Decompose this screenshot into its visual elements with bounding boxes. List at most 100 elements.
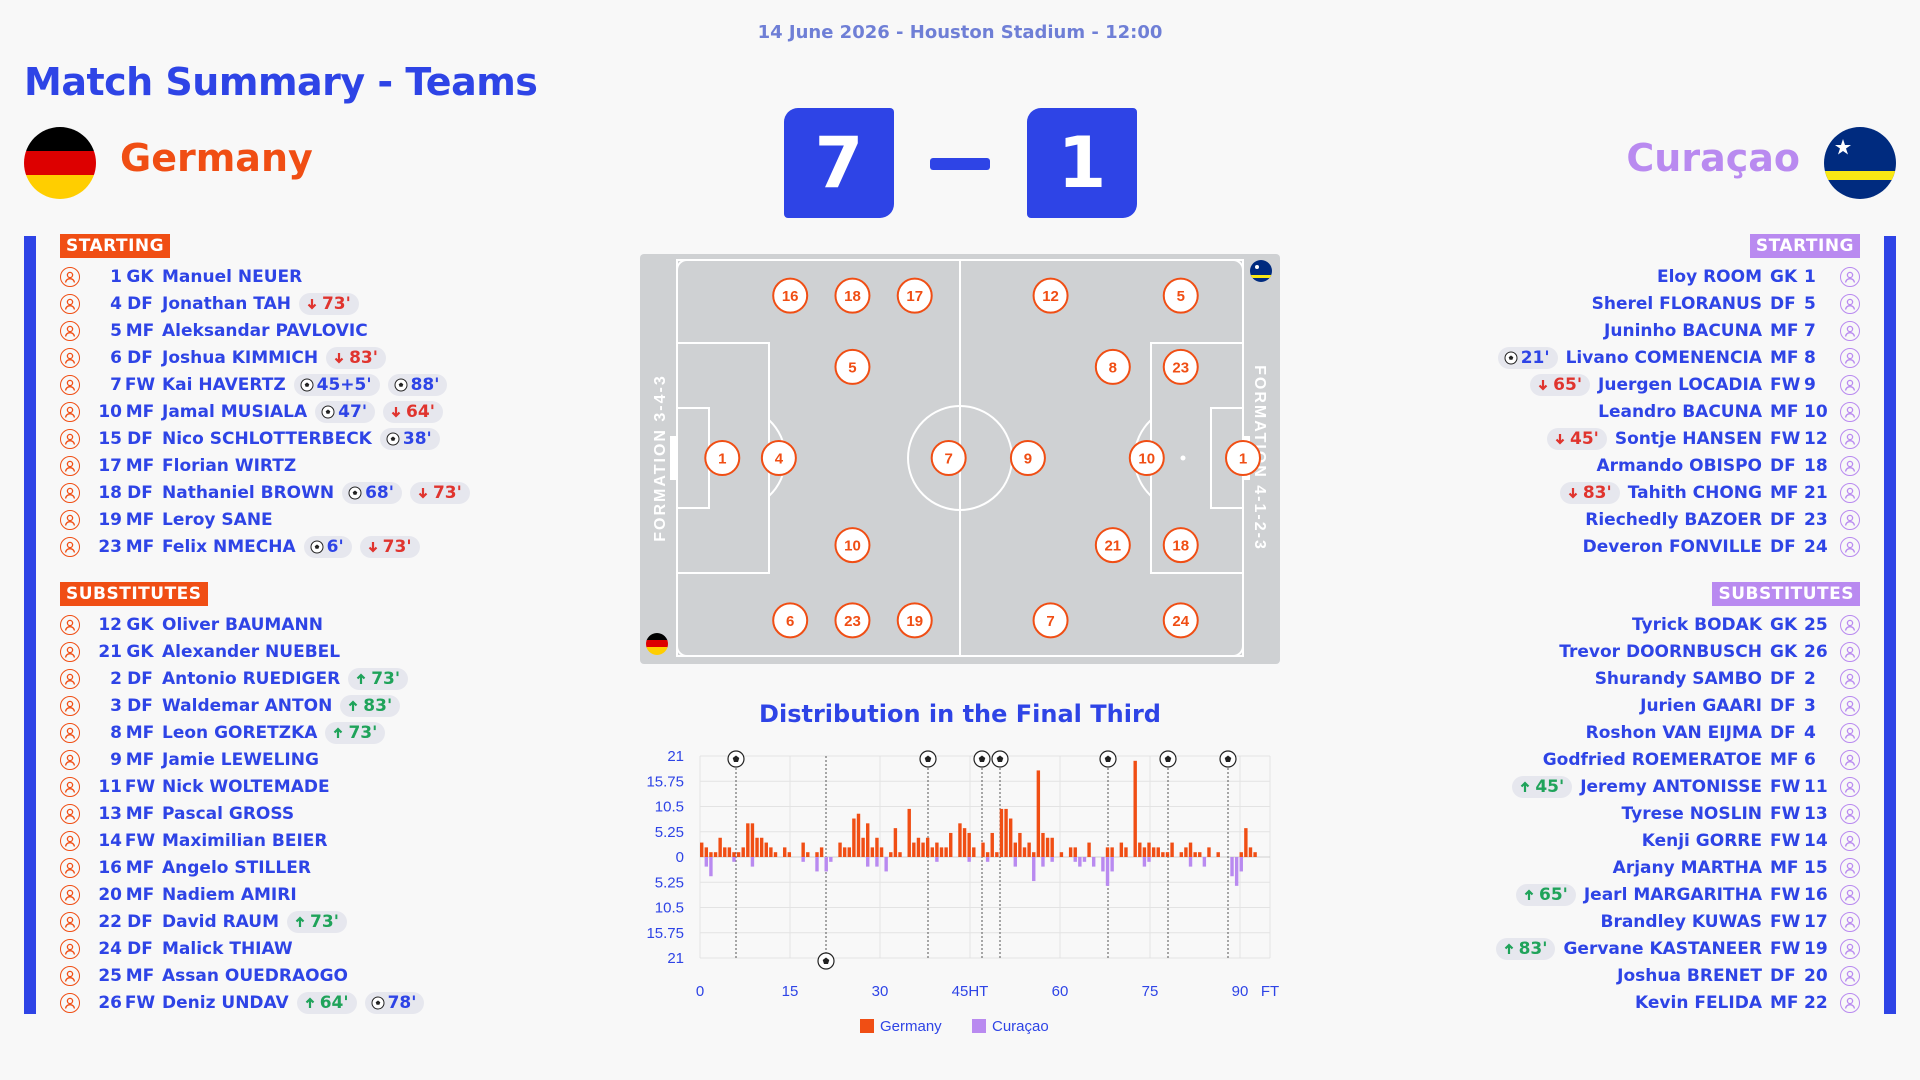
pitch-player-marker[interactable]: 18 [834, 277, 871, 314]
player-row[interactable]: Riechedly BAZOER DF 23 [1300, 506, 1860, 533]
pitch-player-marker[interactable]: 17 [896, 277, 933, 314]
player-row[interactable]: 14 FW Maximilian BEIER [60, 827, 620, 854]
player-row[interactable]: Tyrick BODAK GK 25 [1300, 611, 1860, 638]
pitch-player-marker[interactable]: 21 [1094, 527, 1131, 564]
pitch-player-number: 23 [1172, 359, 1189, 376]
player-row[interactable]: 12 GK Oliver BAUMANN [60, 611, 620, 638]
player-number: 19 [1804, 938, 1828, 959]
germany-bar [723, 847, 727, 857]
sub-on-event-badge: 65' [1515, 883, 1576, 906]
pitch-player-marker[interactable]: 9 [1009, 440, 1046, 476]
pitch-player-marker[interactable]: 12 [1032, 277, 1069, 314]
player-row[interactable]: Shurandy SAMBO DF 2 [1300, 665, 1860, 692]
player-row[interactable]: 19 MF Leroy SANE [60, 506, 620, 533]
player-row[interactable]: 4 DF Jonathan TAH 73' [60, 290, 620, 317]
player-row[interactable]: 45' Sontje HANSEN FW 12 [1300, 425, 1860, 452]
goal-event-badge: 47' [315, 400, 376, 423]
player-row[interactable]: Leandro BACUNA MF 10 [1300, 398, 1860, 425]
pitch-player-marker[interactable]: 4 [760, 440, 797, 476]
player-number: 10 [1804, 401, 1828, 422]
player-row[interactable]: 22 DF David RAUM 73' [60, 908, 620, 935]
player-row[interactable]: Armando OBISPO DF 18 [1300, 452, 1860, 479]
player-row[interactable]: 26 FW Deniz UNDAV 64' 78' [60, 989, 620, 1016]
pitch-player-marker[interactable]: 23 [834, 602, 871, 639]
curacao-bar [1013, 857, 1017, 867]
player-row[interactable]: 15 DF Nico SCHLOTTERBECK 38' [60, 425, 620, 452]
pitch-player-marker[interactable]: 18 [1162, 527, 1199, 564]
player-row[interactable]: 17 MF Florian WIRTZ [60, 452, 620, 479]
pitch-player-marker[interactable]: 19 [896, 602, 933, 639]
football-icon [973, 750, 991, 768]
player-row[interactable]: 45' Jeremy ANTONISSE FW 11 [1300, 773, 1860, 800]
pitch-player-marker[interactable]: 1 [1225, 440, 1261, 476]
player-row[interactable]: 13 MF Pascal GROSS [60, 800, 620, 827]
player-row[interactable]: Kevin FELIDA MF 22 [1300, 989, 1860, 1016]
player-row[interactable]: 20 MF Nadiem AMIRI [60, 881, 620, 908]
player-row[interactable]: Brandley KUWAS FW 17 [1300, 908, 1860, 935]
pitch-player-marker[interactable]: 24 [1162, 602, 1199, 639]
player-row[interactable]: 11 FW Nick WOLTEMADE [60, 773, 620, 800]
pitch-player-marker[interactable]: 1 [704, 440, 741, 476]
player-row[interactable]: 10 MF Jamal MUSIALA 47' 64' [60, 398, 620, 425]
pitch-player-marker[interactable]: 23 [1162, 348, 1199, 385]
player-row[interactable]: Eloy ROOM GK 1 [1300, 263, 1860, 290]
pitch-player-marker[interactable]: 7 [930, 440, 967, 476]
player-number: 19 [98, 509, 122, 530]
germany-bar [1027, 842, 1031, 857]
player-avatar-icon [60, 830, 80, 851]
player-row[interactable]: Tyrese NOSLIN FW 13 [1300, 800, 1860, 827]
pitch-player-marker[interactable]: 10 [1128, 440, 1165, 476]
player-row[interactable]: 83' Gervane KASTANEER FW 19 [1300, 935, 1860, 962]
germany-bar [1161, 852, 1165, 857]
pitch-player-marker[interactable]: 6 [772, 602, 809, 639]
player-row[interactable]: 8 MF Leon GORETZKA 73' [60, 719, 620, 746]
player-row[interactable]: 6 DF Joshua KIMMICH 83' [60, 344, 620, 371]
player-row[interactable]: Roshon VAN EIJMA DF 4 [1300, 719, 1860, 746]
player-row[interactable]: Jurien GAARI DF 3 [1300, 692, 1860, 719]
pitch-player-marker[interactable]: 16 [772, 277, 809, 314]
pitch-player-number: 10 [1138, 451, 1155, 468]
pitch-player-marker[interactable]: 7 [1032, 602, 1069, 639]
player-row[interactable]: 24 DF Malick THIAW [60, 935, 620, 962]
player-row[interactable]: 21 GK Alexander NUEBEL [60, 638, 620, 665]
pitch-player-marker[interactable]: 10 [834, 527, 871, 564]
germany-bar [916, 837, 921, 857]
germany-bar [1216, 852, 1220, 857]
player-row[interactable]: 7 FW Kai HAVERTZ 45+5' 88' [60, 371, 620, 398]
player-row[interactable]: Kenji GORRE FW 14 [1300, 827, 1860, 854]
player-row[interactable]: 23 MF Felix NMECHA 6' 73' [60, 533, 620, 560]
player-row[interactable]: 2 DF Antonio RUEDIGER 73' [60, 665, 620, 692]
germany-bar [861, 837, 865, 857]
player-row[interactable]: Deveron FONVILLE DF 24 [1300, 533, 1860, 560]
pitch-player-number: 4 [775, 451, 784, 468]
player-row[interactable]: 1 GK Manuel NEUER [60, 263, 620, 290]
curacao-bar [1101, 857, 1105, 872]
player-row[interactable]: Godfried ROEMERATOE MF 6 [1300, 746, 1860, 773]
player-row[interactable]: 5 MF Aleksandar PAVLOVIC [60, 317, 620, 344]
player-row[interactable]: 65' Juergen LOCADIA FW 9 [1300, 371, 1860, 398]
player-row[interactable]: 9 MF Jamie LEWELING [60, 746, 620, 773]
player-row[interactable]: Joshua BRENET DF 20 [1300, 962, 1860, 989]
player-number: 2 [110, 668, 122, 689]
sub-off-event-badge: 64' [383, 400, 443, 423]
player-row[interactable]: 16 MF Angelo STILLER [60, 854, 620, 881]
player-position: MF [1770, 857, 1799, 878]
player-row[interactable]: Arjany MARTHA MF 15 [1300, 854, 1860, 881]
player-row[interactable]: Trevor DOORNBUSCH GK 26 [1300, 638, 1860, 665]
germany-bar [1142, 847, 1147, 857]
player-row[interactable]: 65' Jearl MARGARITHA FW 16 [1300, 881, 1860, 908]
player-row[interactable]: 18 DF Nathaniel BROWN 68' 73' [60, 479, 620, 506]
pitch-player-marker[interactable]: 5 [1162, 277, 1199, 314]
player-row[interactable]: 83' Tahith CHONG MF 21 [1300, 479, 1860, 506]
event-minute: 64' [319, 992, 349, 1013]
player-name: Manuel NEUER [162, 266, 303, 287]
player-row[interactable]: 21' Livano COMENENCIA MF 8 [1300, 344, 1860, 371]
player-row[interactable]: Juninho BACUNA MF 7 [1300, 317, 1860, 344]
football-icon [348, 486, 362, 500]
player-row[interactable]: Sherel FLORANUS DF 5 [1300, 290, 1860, 317]
pitch-player-marker[interactable]: 5 [834, 348, 871, 385]
pitch-player-marker[interactable]: 8 [1094, 348, 1131, 385]
player-row[interactable]: 3 DF Waldemar ANTON 83' [60, 692, 620, 719]
player-row[interactable]: 25 MF Assan OUEDRAOGO [60, 962, 620, 989]
player-position: GK [1770, 614, 1798, 635]
